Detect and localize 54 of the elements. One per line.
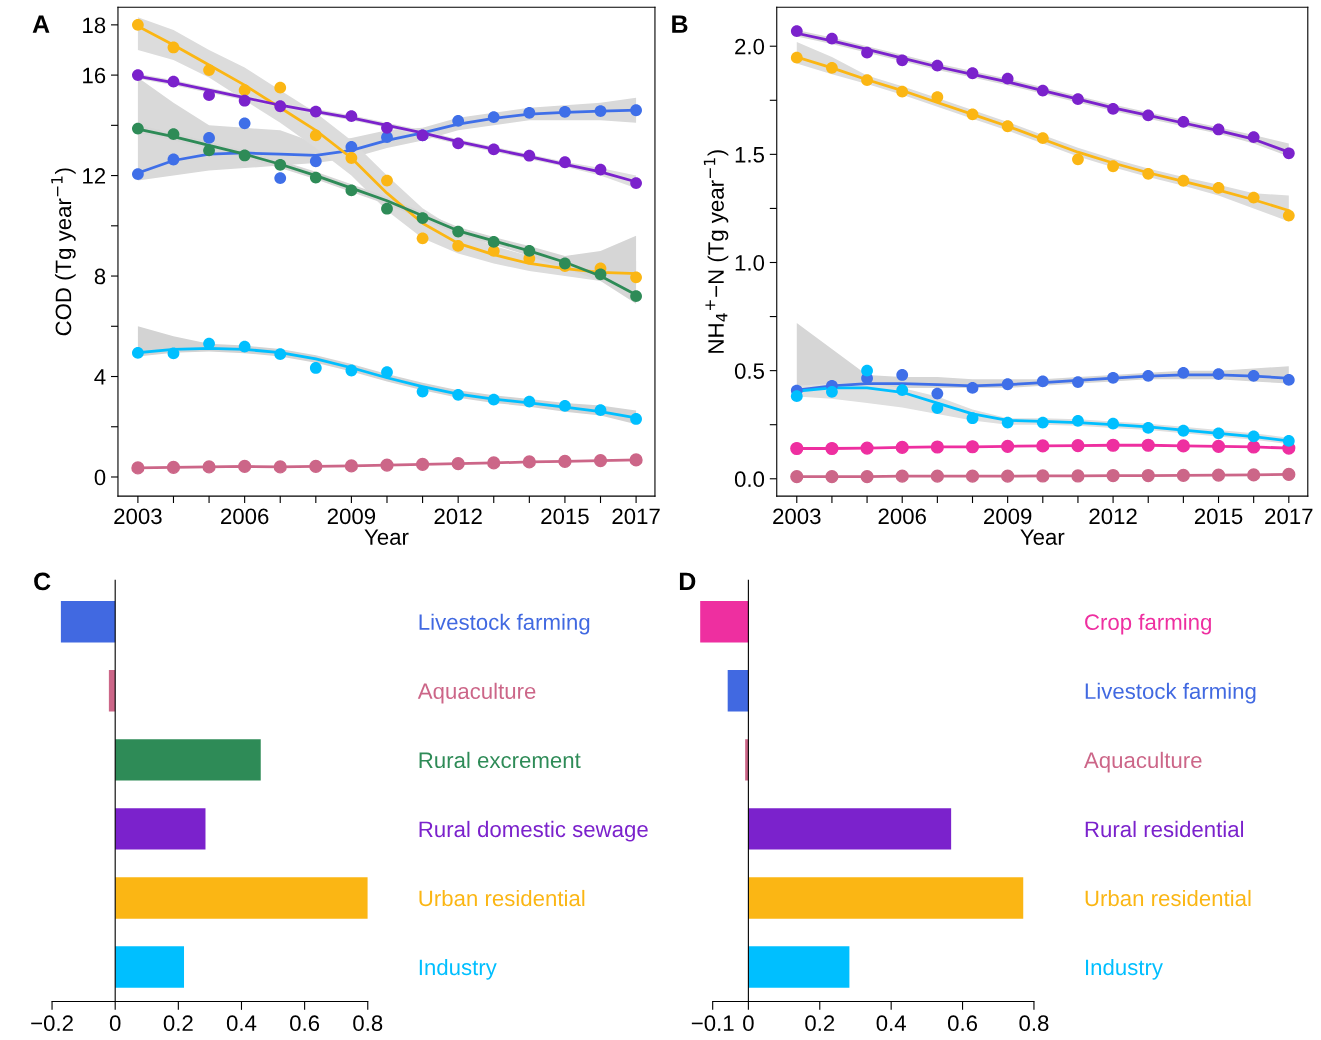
y-axis-title: COD (Tg year$^{−1}$) <box>51 168 76 336</box>
y-tick-label: 12 <box>83 168 106 184</box>
y-tick-label: Urban residential <box>419 889 585 907</box>
x-tick-label: 2012 <box>1089 508 1137 525</box>
x-tick-label: 0.6 <box>290 1015 320 1032</box>
x-axis-title: Year <box>1020 529 1065 545</box>
x-tick-label: 0.2 <box>805 1015 835 1032</box>
x-tick-label: 0 <box>109 1015 121 1032</box>
text: C <box>34 572 51 591</box>
x-tick-label: 2017 <box>1265 508 1313 525</box>
y-tick-label: 1.0 <box>735 255 765 271</box>
y-tick-label: Aquaculture <box>1083 751 1202 773</box>
y-tick-label: Aquaculture <box>417 682 536 704</box>
text: B <box>672 15 688 33</box>
x-tick-label: 2015 <box>541 508 589 525</box>
y-tick-label: Livestock farming <box>1085 682 1256 704</box>
x-tick-label: 0.4 <box>876 1015 906 1032</box>
x-tick-label: 2017 <box>612 508 660 525</box>
x-tick-label: 0.6 <box>947 1015 978 1032</box>
x-tick-label: 2009 <box>984 508 1032 525</box>
x-tick-label: −0.2 <box>31 1015 73 1032</box>
y-tick-label: Crop farming <box>1085 613 1211 635</box>
x-tick-label: 0.2 <box>163 1015 193 1032</box>
x-axis-title: Year <box>364 529 409 545</box>
y-tick-label: Industry <box>1086 958 1163 980</box>
y-tick-label: Livestock farming <box>419 613 590 635</box>
y-tick-label: Rural domestic sewage <box>419 820 648 842</box>
y-tick-label: 0.5 <box>734 363 765 379</box>
text: D <box>679 572 696 591</box>
y-tick-label: Urban residential <box>1085 889 1251 907</box>
text: A <box>32 15 50 33</box>
y-tick-label: Industry <box>419 958 497 980</box>
x-tick-label: 2003 <box>773 508 821 525</box>
y-tick-label: 8 <box>94 268 106 285</box>
x-tick-label: 2009 <box>327 508 376 525</box>
y-tick-label: Rural excrement <box>419 751 581 769</box>
y-axis-title: NH$_{4}$$^{+}$−N (Tg year$^{−1}$) <box>703 150 729 353</box>
y-tick-label: 16 <box>83 67 106 84</box>
x-tick-label: 0.8 <box>1019 1015 1049 1032</box>
x-tick-label: 0.4 <box>226 1015 257 1032</box>
x-tick-label: 2006 <box>878 508 926 525</box>
y-tick-label: 0.0 <box>734 471 765 488</box>
x-tick-label: −0.1 <box>691 1015 734 1032</box>
x-tick-label: 2012 <box>434 508 482 525</box>
y-tick-label: 18 <box>83 17 106 34</box>
x-tick-label: 0.8 <box>353 1015 383 1032</box>
y-tick-label: 2.0 <box>735 38 765 55</box>
x-tick-label: 2006 <box>221 508 269 525</box>
y-tick-label: 4 <box>94 369 106 385</box>
x-tick-label: 2015 <box>1194 508 1243 525</box>
y-tick-label: 0 <box>94 469 106 486</box>
x-tick-label: 2003 <box>114 508 162 525</box>
y-tick-label: 1.5 <box>735 147 765 163</box>
y-tick-label: Rural residential <box>1085 820 1244 838</box>
